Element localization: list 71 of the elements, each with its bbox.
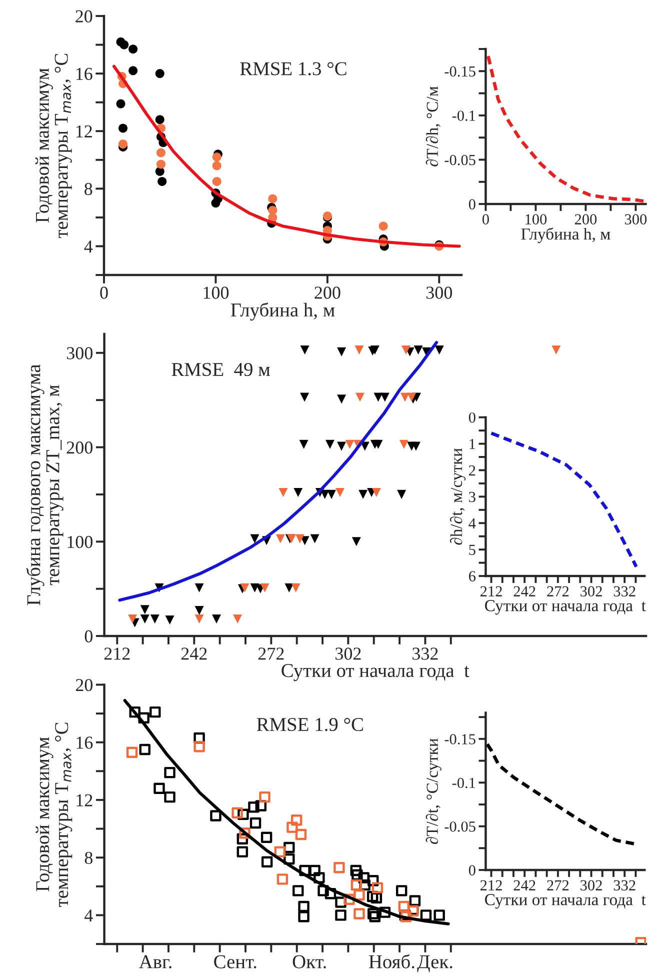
x-tick-label: 100 xyxy=(526,214,547,224)
x-tick-label: 300 xyxy=(426,286,452,299)
x-tick-label: 212 xyxy=(480,880,502,890)
annotation: RMSE 49 м xyxy=(172,362,270,376)
y-axis-title: ∂h/∂t, м/сутки xyxy=(450,448,466,545)
y-tick-label: 4 xyxy=(84,910,93,922)
y-tick-label: 200 xyxy=(66,442,92,454)
y-tick-label: 0 xyxy=(84,630,92,642)
x-tick-label: 302 xyxy=(580,880,602,890)
y-tick-label: -0.1 xyxy=(452,778,476,788)
x-tick-label: 242 xyxy=(514,586,536,596)
x-axis-title: Глубина h, м xyxy=(230,302,335,321)
y-tick-label: 4 xyxy=(468,518,476,528)
y-tick-label: 12 xyxy=(76,794,92,806)
x-tick-label: 242 xyxy=(514,880,536,890)
y-tick-label: 16 xyxy=(76,736,93,749)
x-tick-label: 0 xyxy=(482,214,489,224)
x-axis-title: Сутки от начала года t xyxy=(485,894,646,909)
text: Сент. xyxy=(214,955,256,968)
x-tick-label: 332 xyxy=(614,880,636,890)
x-tick-label: 0 xyxy=(100,286,108,299)
y-axis-title: Глубина годового максимума температуры ZT_max, м xyxy=(26,364,64,606)
y-tick-label: 1 xyxy=(470,438,476,450)
y-tick-label: -0.15 xyxy=(444,66,476,77)
y-tick-label: 12 xyxy=(76,125,92,138)
y-tick-label: 100 xyxy=(68,536,92,548)
x-tick-label: 272 xyxy=(258,648,284,660)
x-tick-label: 200 xyxy=(574,214,597,224)
x-tick-label: 302 xyxy=(336,648,361,660)
y-tick-label: 2 xyxy=(469,465,476,476)
x-tick-label: 300 xyxy=(624,214,647,224)
x-tick-label: 332 xyxy=(614,586,636,596)
text: Дек. xyxy=(417,955,452,972)
x-axis-title: Сутки от начала года t xyxy=(282,664,470,682)
y-tick-label: 300 xyxy=(66,347,92,360)
y-tick-label: -0.15 xyxy=(444,734,476,744)
x-tick-label: 302 xyxy=(580,586,602,596)
text: Окт. xyxy=(292,955,326,968)
y-tick-label: 0 xyxy=(468,865,476,876)
text: Авг. xyxy=(139,955,172,968)
x-tick-label: 242 xyxy=(181,648,207,660)
x-tick-label: 272 xyxy=(547,586,569,596)
y-axis-title: Годовой максимум температуры T$_{max}$, °C xyxy=(36,722,72,907)
y-tick-label: 3 xyxy=(469,492,476,502)
y-axis-title: ∂T/∂t, °C/сутки xyxy=(426,738,442,844)
y-axis-title: ∂T/∂h, °C/м xyxy=(426,86,440,166)
y-tick-label: 8 xyxy=(84,182,92,196)
y-tick-label: 20 xyxy=(76,10,92,22)
text: Нояб. xyxy=(368,954,414,968)
y-tick-label: 0 xyxy=(468,199,476,210)
y-tick-label: 20 xyxy=(76,678,92,692)
x-tick-label: 332 xyxy=(412,648,438,660)
x-tick-label: 272 xyxy=(547,880,569,890)
x-tick-label: 100 xyxy=(204,286,229,299)
x-tick-label: 212 xyxy=(104,648,130,660)
y-tick-label: -0.1 xyxy=(452,110,476,121)
y-tick-label: 16 xyxy=(76,68,92,80)
y-tick-label: -0.05 xyxy=(444,821,476,832)
x-tick-label: 200 xyxy=(314,286,340,299)
y-tick-label: 8 xyxy=(84,852,92,864)
y-tick-label: 0 xyxy=(468,412,476,423)
y-axis-title: Годовой максимум температуры T$_{max}$, °C xyxy=(35,54,72,238)
annotation: RMSE 1.3 °C xyxy=(240,62,346,76)
x-axis-title: Глубина h, м xyxy=(521,228,610,244)
y-tick-label: 5 xyxy=(469,544,476,555)
x-tick-label: 212 xyxy=(480,586,502,596)
y-tick-label: 4 xyxy=(84,240,93,252)
annotation: RMSE 1.9 °C xyxy=(256,718,363,732)
y-tick-label: 6 xyxy=(468,571,476,582)
x-axis-title: Сутки от начала года t xyxy=(485,600,646,615)
y-tick-label: -0.05 xyxy=(444,154,476,166)
